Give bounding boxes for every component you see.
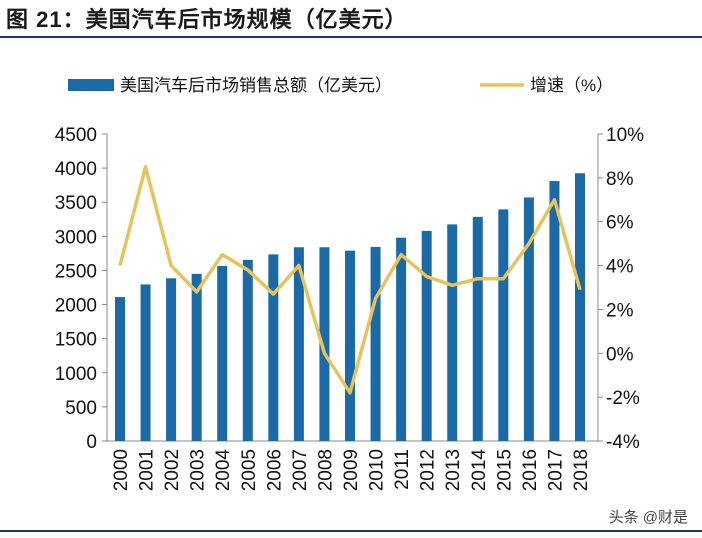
x-tick-label: 2007 (290, 449, 311, 491)
bar (242, 259, 253, 441)
legend-bar-swatch (68, 79, 114, 91)
right-tick-label: 10% (606, 125, 644, 146)
x-tick-label: 2015 (494, 449, 515, 491)
left-tick-label: 3000 (55, 227, 97, 248)
bar (268, 254, 279, 441)
left-tick-label: 4000 (55, 159, 97, 180)
bar (421, 230, 432, 441)
x-tick-label: 2012 (418, 449, 439, 491)
x-tick-label: 2002 (162, 449, 183, 491)
x-tick-label: 2013 (443, 449, 464, 491)
right-tick-label: -4% (606, 432, 640, 453)
left-tick-label: 1000 (55, 364, 97, 385)
left-tick-label: 3500 (55, 193, 97, 214)
x-tick-label: 2016 (520, 449, 541, 491)
bar (472, 216, 483, 441)
left-tick-label: 2000 (55, 296, 97, 317)
bar (345, 250, 355, 441)
bar (523, 197, 534, 441)
x-tick-label: 2003 (188, 449, 209, 491)
bar (447, 224, 458, 441)
bar (191, 273, 202, 441)
left-tick-label: 500 (65, 398, 97, 419)
right-tick-label: 8% (606, 169, 634, 190)
x-tick-label: 2001 (137, 449, 158, 491)
x-tick-label: 2009 (341, 449, 362, 491)
title-rule (0, 36, 702, 38)
left-tick-label: 0 (86, 432, 97, 453)
bar (498, 209, 509, 441)
watermark: 头条 @财是 (608, 509, 688, 526)
bar (217, 266, 228, 441)
x-tick-label: 2011 (392, 449, 413, 490)
right-tick-label: 0% (606, 344, 634, 365)
left-tick-label: 4500 (55, 125, 97, 146)
x-tick-label: 2004 (213, 449, 234, 492)
bar (370, 246, 381, 441)
bar (140, 284, 151, 441)
legend-line-label: 增速（%） (530, 76, 613, 95)
right-tick-label: -2% (606, 388, 640, 409)
figure-title: 图 21：美国汽车后市场规模（亿美元） (6, 7, 408, 32)
right-tick-label: 6% (606, 213, 634, 234)
x-tick-label: 2014 (469, 449, 490, 492)
bar (115, 297, 125, 441)
bar (166, 278, 177, 441)
x-tick-label: 2010 (367, 449, 388, 491)
right-tick-label: 4% (606, 257, 634, 278)
x-tick-label: 2017 (545, 449, 566, 491)
x-tick-label: 2000 (111, 449, 132, 491)
right-tick-label: 2% (606, 300, 634, 321)
x-tick-label: 2008 (315, 449, 336, 491)
x-tick-label: 2006 (264, 449, 285, 491)
bar (293, 247, 304, 441)
left-tick-label: 2500 (55, 261, 97, 282)
bar (549, 181, 560, 441)
left-tick-label: 1500 (55, 330, 97, 351)
x-tick-label: 2005 (239, 449, 260, 491)
bar (319, 247, 330, 441)
bar (575, 173, 585, 441)
x-tick-label: 2018 (571, 449, 592, 491)
legend-bar-label: 美国汽车后市场销售总额（亿美元） (120, 76, 392, 95)
bottom-rule (0, 530, 702, 532)
bar (396, 237, 407, 441)
